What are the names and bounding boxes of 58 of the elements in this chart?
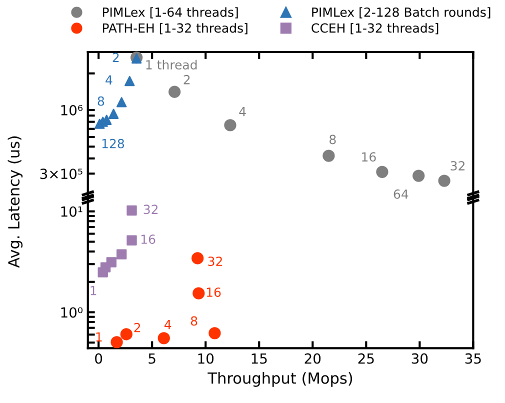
- point: [110, 336, 123, 348]
- point: [412, 170, 425, 182]
- annotation: 1: [96, 332, 102, 342]
- point: [126, 205, 137, 216]
- x-tick-label: 15: [252, 353, 267, 364]
- annotation: 2: [134, 322, 140, 332]
- annotation: 2: [184, 74, 190, 84]
- legend-label: PIMLex [2-128 Batch rounds]: [312, 7, 490, 18]
- x-tick-label: 35: [465, 353, 481, 364]
- annotation: 128: [102, 138, 124, 148]
- x-tick-label: 30: [412, 353, 428, 364]
- point: [124, 76, 135, 86]
- annotation: 32: [450, 161, 464, 171]
- point: [376, 166, 388, 178]
- annotation: 8: [330, 134, 336, 144]
- annotation: 2: [112, 52, 119, 62]
- y-tick-label: 3×10⁵: [40, 168, 82, 180]
- point: [120, 328, 132, 340]
- y-tick-label: 10⁰: [61, 307, 83, 318]
- x-tick-label: 20: [304, 353, 321, 364]
- point: [168, 86, 181, 98]
- point: [224, 119, 236, 132]
- annotation: 16: [206, 287, 221, 297]
- y-tick-label: 10⁶: [61, 104, 83, 116]
- annotation: 16: [362, 152, 376, 162]
- point: [438, 174, 450, 187]
- point: [106, 257, 117, 268]
- annotation: 1: [90, 286, 96, 296]
- point: [116, 97, 127, 108]
- point: [94, 118, 105, 129]
- point: [116, 249, 127, 260]
- annotation: 16: [141, 234, 156, 244]
- x-axis-title: Throughput (Mops): [208, 372, 352, 387]
- point: [192, 252, 204, 264]
- annotation: 32: [208, 256, 222, 266]
- point: [322, 150, 335, 162]
- y-tick-label: 10¹: [61, 206, 82, 217]
- legend-label: PATH-EH [1-32 threads]: [102, 23, 248, 34]
- annotation: 1 thread: [146, 60, 197, 70]
- annotation: 64: [394, 189, 408, 199]
- legend-label: PIMLex [1-64 threads]: [102, 7, 238, 18]
- x-tick-label: 5: [148, 353, 156, 364]
- x-tick-label: 10: [198, 353, 214, 364]
- point: [192, 287, 205, 300]
- annotation: 8: [98, 96, 104, 106]
- annotation: 32: [144, 204, 158, 214]
- point: [208, 327, 221, 340]
- legend-label: CCEH [1-32 threads]: [312, 23, 438, 34]
- annotation: 8: [190, 316, 198, 326]
- point: [108, 108, 119, 119]
- annotation: 4: [239, 107, 246, 116]
- point: [158, 332, 170, 344]
- annotation: 4: [164, 320, 172, 330]
- annotation: 4: [106, 75, 112, 85]
- point: [126, 235, 137, 246]
- y-axis-title: Avg. Latency (us): [8, 136, 23, 268]
- x-tick-label: 25: [358, 353, 374, 364]
- x-tick-label: 0: [95, 353, 102, 364]
